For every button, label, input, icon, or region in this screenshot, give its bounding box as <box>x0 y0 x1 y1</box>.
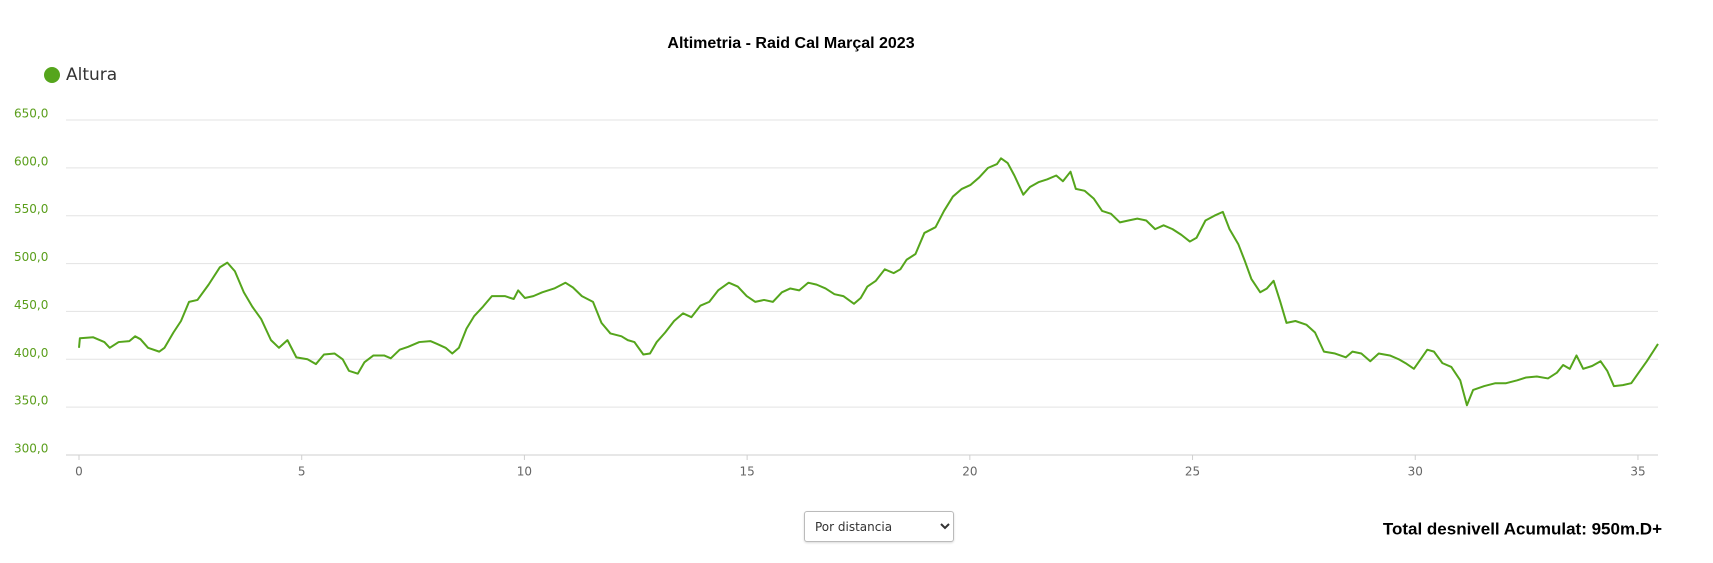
x-tick-label: 25 <box>1185 465 1200 479</box>
legend-label: Altura <box>66 65 117 85</box>
x-tick-label: 30 <box>1408 465 1423 479</box>
y-tick-label: 350,0 <box>14 394 48 408</box>
x-tick-label: 35 <box>1630 465 1645 479</box>
x-tick-label: 15 <box>739 465 754 479</box>
y-tick-label: 400,0 <box>14 346 48 360</box>
y-tick-label: 600,0 <box>14 154 48 168</box>
y-tick-label: 650,0 <box>14 107 48 121</box>
chart-title: Altimetria - Raid Cal Marçal 2023 <box>667 35 914 52</box>
total-note: Total desnivell Acumulat: 950m.D+ <box>1383 519 1662 538</box>
x-mode-select[interactable]: Por distancia <box>804 511 954 542</box>
y-tick-label: 300,0 <box>14 442 48 456</box>
y-tick-label: 550,0 <box>14 202 48 216</box>
y-tick-label: 450,0 <box>14 298 48 312</box>
legend-marker <box>44 67 60 83</box>
x-tick-label: 10 <box>517 465 532 479</box>
x-tick-label: 0 <box>75 465 83 479</box>
x-tick-label: 20 <box>962 465 977 479</box>
altitude-line <box>78 157 1659 407</box>
x-tick-label: 5 <box>298 465 306 479</box>
y-tick-label: 500,0 <box>14 250 48 264</box>
